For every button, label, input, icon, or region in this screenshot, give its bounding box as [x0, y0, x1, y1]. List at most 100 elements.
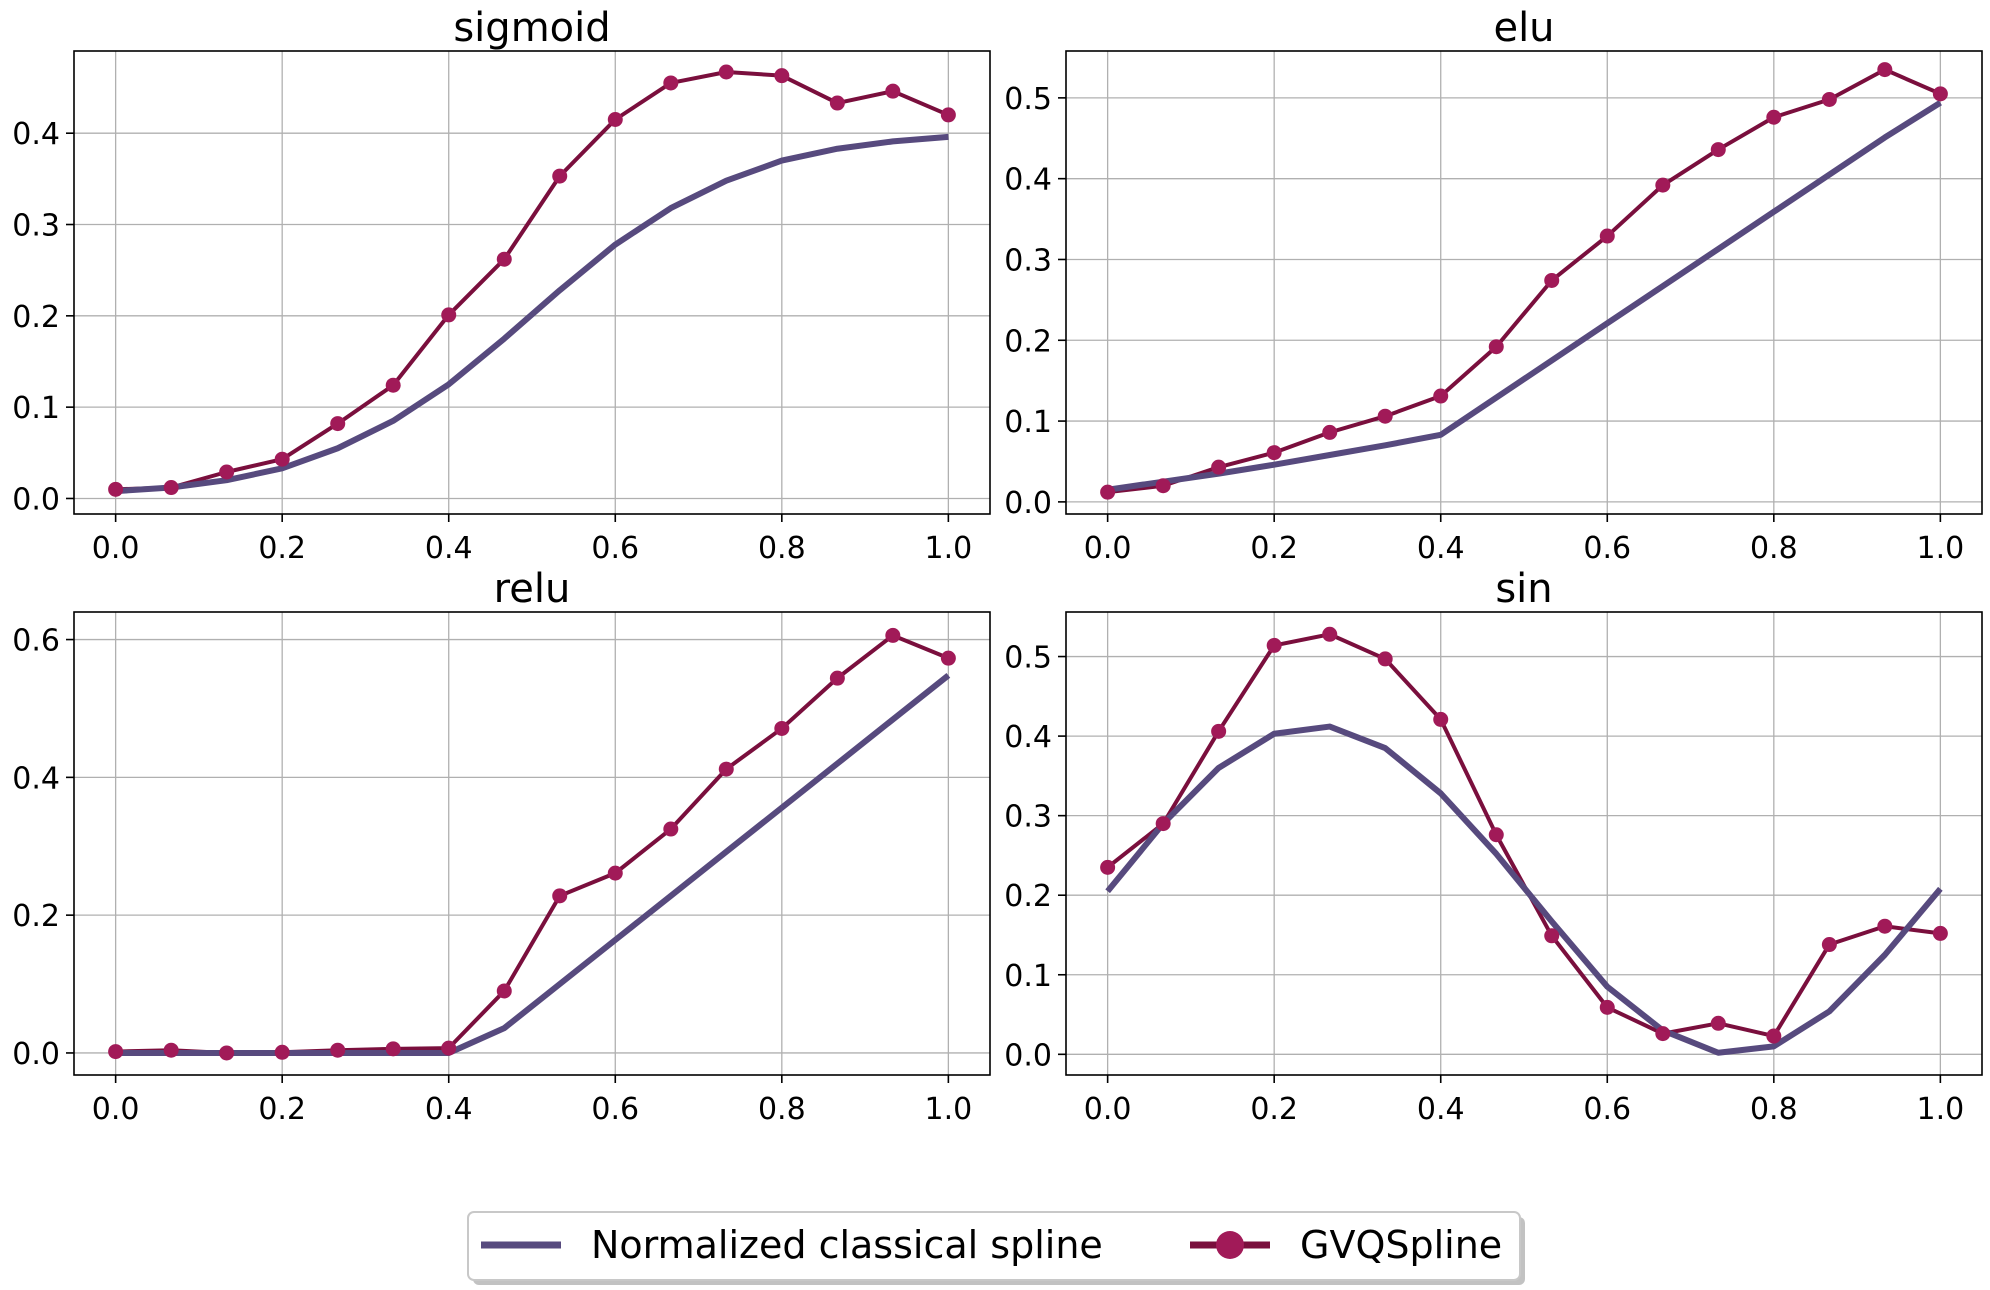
x-tick-label: 0.4 — [425, 531, 473, 566]
axes-frame — [73, 50, 991, 515]
y-tick-label: 0.2 — [12, 300, 60, 335]
data-point-gvqspline — [219, 1045, 235, 1061]
data-point-gvqspline — [1488, 827, 1504, 843]
y-tick-label: 0.3 — [1004, 243, 1052, 278]
x-tick-label: 0.2 — [1250, 531, 1298, 566]
subplot-relu: 0.0 0.2 0.4 0.6 0.8 1.0 0.0 0.2 0.4 0.6 relu — [12, 566, 991, 1127]
y-tick-label: 0.3 — [1004, 800, 1052, 835]
x-tick-label: 0.6 — [591, 1092, 639, 1127]
x-tick-label: 0.2 — [1250, 1092, 1298, 1127]
data-point-gvqspline — [940, 650, 956, 666]
data-point-gvqspline — [663, 75, 679, 91]
data-point-gvqspline — [385, 1041, 401, 1057]
x-tick-label: 1.0 — [1917, 531, 1965, 566]
data-point-gvqspline — [1821, 91, 1837, 107]
x-tick-label: 0.4 — [425, 1092, 473, 1127]
data-point-gvqspline — [1100, 484, 1116, 500]
axes-frame — [1065, 50, 1983, 515]
x-tick-label: 0.2 — [258, 1092, 306, 1127]
data-point-gvqspline — [1211, 459, 1227, 475]
y-tick-label: 0.4 — [12, 761, 60, 796]
y-tick-label: 0.5 — [1004, 641, 1052, 676]
x-tick-label: 0.6 — [591, 531, 639, 566]
x-tick-label: 0.8 — [758, 531, 806, 566]
y-tick-label: 0.0 — [1004, 486, 1052, 521]
data-point-gvqspline — [1544, 272, 1560, 288]
y-tick-label: 0.5 — [1004, 82, 1052, 117]
data-point-gvqspline — [940, 107, 956, 123]
axes-frame — [1065, 611, 1983, 1076]
x-tick-label: 1.0 — [1917, 1092, 1965, 1127]
data-point-gvqspline — [1599, 999, 1615, 1015]
data-point-gvqspline — [1766, 109, 1782, 125]
x-tick-label: 0.8 — [1750, 1092, 1798, 1127]
data-point-gvqspline — [1877, 918, 1893, 934]
x-tick-label: 0.8 — [1750, 531, 1798, 566]
data-point-gvqspline — [219, 464, 235, 480]
data-point-gvqspline — [385, 377, 401, 393]
data-point-gvqspline — [1266, 637, 1282, 653]
data-point-gvqspline — [774, 68, 790, 84]
data-point-gvqspline — [1932, 925, 1948, 941]
legend-frame — [467, 1211, 1521, 1281]
data-point-gvqspline — [552, 888, 568, 904]
data-point-gvqspline — [552, 168, 568, 184]
y-tick-label: 0.0 — [1004, 1038, 1052, 1073]
data-point-gvqspline — [1211, 723, 1227, 739]
subplot-sin: 0.0 0.2 0.4 0.6 0.8 1.0 0.0 0.1 0.2 0.3 0.4 0.5 sin — [1004, 566, 1983, 1127]
series-line-gvqspline — [1107, 67, 1942, 495]
data-point-gvqspline — [774, 720, 790, 736]
data-point-gvqspline — [1544, 928, 1560, 944]
data-point-gvqspline — [441, 307, 457, 323]
y-tick-label: 0.2 — [1004, 324, 1052, 359]
subplot-title: sigmoid — [453, 5, 610, 51]
y-tick-label: 0.0 — [12, 1037, 60, 1072]
series-line-gvqspline — [115, 70, 950, 492]
subplot-elu: 0.0 0.2 0.4 0.6 0.8 1.0 0.0 0.1 0.2 0.3 0.4 0.5 elu — [1004, 5, 1983, 566]
series-line-classical-spline — [1107, 100, 1942, 493]
data-point-gvqspline — [829, 670, 845, 686]
x-tick-label: 0.4 — [1417, 1092, 1465, 1127]
data-point-gvqspline — [1322, 424, 1338, 440]
data-point-gvqspline — [1100, 859, 1116, 875]
data-point-gvqspline — [163, 1042, 179, 1058]
data-point-gvqspline — [1155, 816, 1171, 832]
series-line-classical-spline — [1105, 723, 1943, 1056]
x-tick-label: 0.6 — [1583, 531, 1631, 566]
data-point-gvqspline — [1710, 142, 1726, 158]
data-point-gvqspline — [1710, 1015, 1726, 1031]
subplot-title: relu — [494, 566, 571, 612]
x-tick-label: 1.0 — [925, 1092, 973, 1127]
data-point-gvqspline — [885, 83, 901, 99]
x-tick-label: 0.4 — [1417, 531, 1465, 566]
data-point-gvqspline — [1877, 62, 1893, 78]
data-point-gvqspline — [718, 761, 734, 777]
legend-classical-label: Normalized classical spline — [591, 1223, 1103, 1267]
subplot-title: elu — [1493, 5, 1554, 51]
series-line-gvqspline — [1106, 632, 1941, 1039]
y-tick-label: 0.4 — [1004, 163, 1052, 198]
data-point-gvqspline — [1266, 445, 1282, 461]
x-tick-label: 0.8 — [758, 1092, 806, 1127]
data-point-gvqspline — [274, 1044, 290, 1060]
x-tick-label: 0.2 — [258, 531, 306, 566]
data-point-gvqspline — [330, 416, 346, 432]
data-point-gvqspline — [607, 111, 623, 127]
data-point-gvqspline — [1433, 711, 1449, 727]
y-tick-label: 0.1 — [12, 391, 60, 426]
y-tick-label: 0.3 — [12, 209, 60, 244]
y-tick-label: 0.4 — [12, 117, 60, 152]
y-tick-label: 0.2 — [12, 899, 60, 934]
data-point-gvqspline — [607, 865, 623, 881]
y-tick-label: 0.6 — [12, 624, 60, 659]
data-point-gvqspline — [1377, 408, 1393, 424]
subplot-title: sin — [1495, 566, 1552, 612]
y-tick-label: 0.4 — [1004, 720, 1052, 755]
y-tick-label: 0.1 — [1004, 959, 1052, 994]
data-point-gvqspline — [274, 451, 290, 467]
data-point-gvqspline — [330, 1042, 346, 1058]
data-point-gvqspline — [1155, 478, 1171, 494]
y-tick-label: 0.2 — [1004, 879, 1052, 914]
axes-frame — [73, 611, 991, 1076]
